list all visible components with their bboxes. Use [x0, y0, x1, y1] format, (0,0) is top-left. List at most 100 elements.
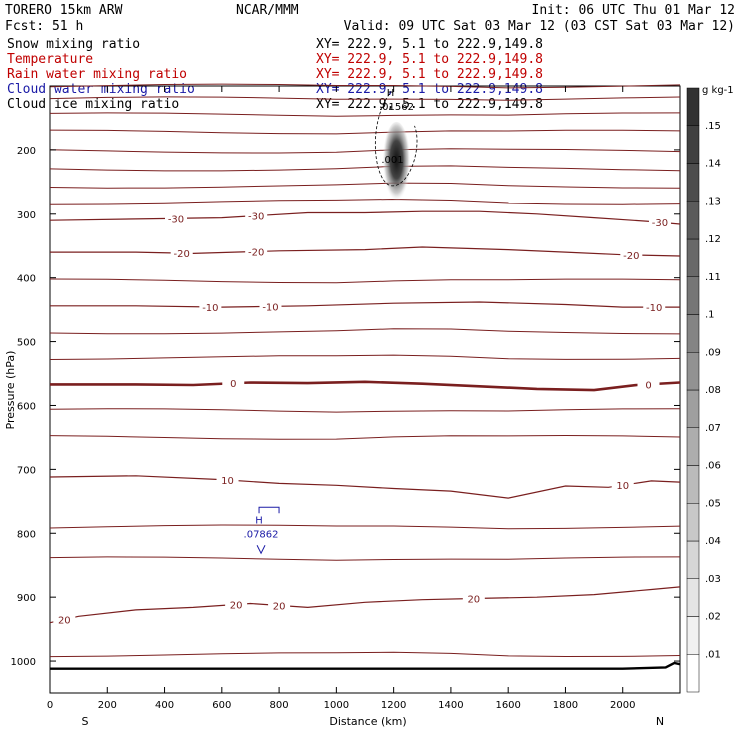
isotherm-label-mask [170, 247, 193, 260]
snow-contour [374, 93, 418, 187]
colorbar-segment [686, 578, 700, 617]
colorbar-tick-label: .03 [705, 574, 721, 585]
isotherm-label: -10 [262, 302, 278, 313]
isotherm-label-mask [165, 212, 187, 225]
colorbar-segment [686, 163, 700, 202]
isotherm-label-mask [643, 301, 666, 314]
isotherm-line [49, 198, 681, 205]
y-tick-label: 400 [17, 274, 36, 285]
x-tick-label: 800 [270, 700, 289, 711]
isotherm-label-mask [620, 248, 643, 261]
colorbar-segment [686, 503, 700, 542]
colorbar-tick-label: .09 [705, 347, 721, 358]
isotherm-label: -10 [202, 303, 218, 314]
colorbar-segment [686, 654, 700, 693]
colorbar-units: g kg-1 [702, 85, 734, 96]
isotherm-line [49, 129, 681, 135]
isotherm-label-mask [245, 245, 268, 258]
isotherm-label: -30 [168, 214, 184, 225]
forecast-hour: Fcst: 51 h [5, 19, 83, 34]
isotherm-line [49, 651, 681, 658]
isotherm-line [49, 83, 681, 89]
isotherm-label: 20 [230, 601, 243, 612]
isotherm-label-mask [222, 377, 245, 390]
field-xy-label: XY= 222.9, 5.1 to 222.9,149.8 [316, 67, 543, 82]
isotherm-line [49, 524, 681, 530]
field-name-label: Cloud ice mixing ratio [7, 97, 179, 112]
y-tick-label: 900 [17, 593, 36, 604]
snow-contour-label: .001 [381, 155, 403, 166]
isotherm-label: 20 [273, 601, 286, 612]
isotherm-line [49, 328, 681, 335]
isotherm-label-mask [648, 216, 671, 229]
isotherm-label: 10 [221, 476, 234, 487]
isotherm-label: -20 [623, 251, 639, 262]
isotherm-line [49, 148, 681, 154]
south-label: S [82, 715, 89, 728]
isotherm-label-mask [245, 209, 268, 222]
valid-time: Valid: 09 UTC Sat 03 Mar 12 (03 CST Sat … [344, 19, 735, 34]
cloud-water-max-value: .07862 [244, 529, 279, 540]
field-xy-label: XY= 222.9, 5.1 to 222.9,149.8 [316, 37, 543, 52]
field-xy-label: XY= 222.9, 5.1 to 222.9,149.8 [316, 82, 543, 97]
isotherm-label-mask [462, 592, 485, 605]
isotherm-line [49, 278, 681, 284]
colorbar-segment [686, 540, 700, 579]
isotherm--30-line [49, 210, 681, 225]
colorbar-tick-label: .11 [705, 272, 721, 283]
isotherm-label-mask [225, 598, 248, 611]
y-axis-label: Pressure (hPa) [4, 351, 17, 430]
cloud-water-max-marker: H [255, 515, 263, 526]
field-xy-label: XY= 222.9, 5.1 to 222.9,149.8 [316, 97, 543, 112]
isotherm-label-mask [637, 378, 660, 391]
colorbar-tick-label: .04 [705, 536, 721, 547]
field-name-label: Snow mixing ratio [7, 37, 140, 52]
field-xy-label: XY= 222.9, 5.1 to 222.9,149.8 [316, 52, 543, 67]
cloud-water-contour-lower [256, 545, 266, 555]
colorbar-segment [686, 238, 700, 277]
x-tick-label: 200 [98, 700, 117, 711]
isotherm-label-mask [216, 473, 239, 486]
colorbar-segment [686, 201, 700, 240]
model-title: TORERO 15km ARW [5, 3, 123, 18]
x-tick-label: 400 [155, 700, 174, 711]
isotherm-line [49, 182, 681, 189]
isotherm-line [49, 112, 681, 117]
snow-shading [382, 121, 411, 206]
colorbar-tick-label: .01 [705, 649, 721, 660]
snow-max-value: .01562 [379, 102, 414, 113]
isotherm-label: -10 [646, 303, 662, 314]
colorbar-segment [686, 427, 700, 466]
isotherm-label: -30 [652, 218, 668, 229]
isotherm-label: 0 [645, 380, 651, 391]
isotherm-label: 0 [230, 379, 236, 390]
isotherm-label: 20 [58, 616, 71, 627]
isotherm-label-mask [268, 599, 291, 612]
isotherm-label: -20 [248, 248, 264, 259]
field-name-label: Temperature [7, 52, 93, 67]
isotherm-label: -20 [174, 249, 190, 260]
colorbar-segment [686, 616, 700, 655]
north-label: N [656, 715, 664, 728]
x-tick-label: 1000 [324, 700, 349, 711]
colorbar-tick-label: .15 [705, 121, 721, 132]
x-tick-label: 0 [47, 700, 53, 711]
isotherm-line [49, 165, 681, 172]
colorbar-segment [686, 125, 700, 164]
isotherm-label: 20 [467, 595, 480, 606]
colorbar-segment [686, 276, 700, 315]
y-tick-label: 300 [17, 210, 36, 221]
isotherm-line [49, 354, 681, 360]
colorbar-tick-label: .1 [705, 310, 715, 321]
colorbar-tick-label: .14 [705, 159, 721, 170]
colorbar-tick-label: .06 [705, 461, 721, 472]
x-tick-label: 1400 [438, 700, 463, 711]
colorbar-tick-label: .05 [705, 498, 721, 509]
isotherm-label-mask [53, 613, 76, 626]
isotherm-label-mask [199, 300, 222, 313]
plot-frame [49, 85, 681, 694]
isotherm-line [49, 96, 681, 101]
isotherm-line [49, 434, 681, 440]
y-tick-label: 1000 [11, 657, 36, 668]
